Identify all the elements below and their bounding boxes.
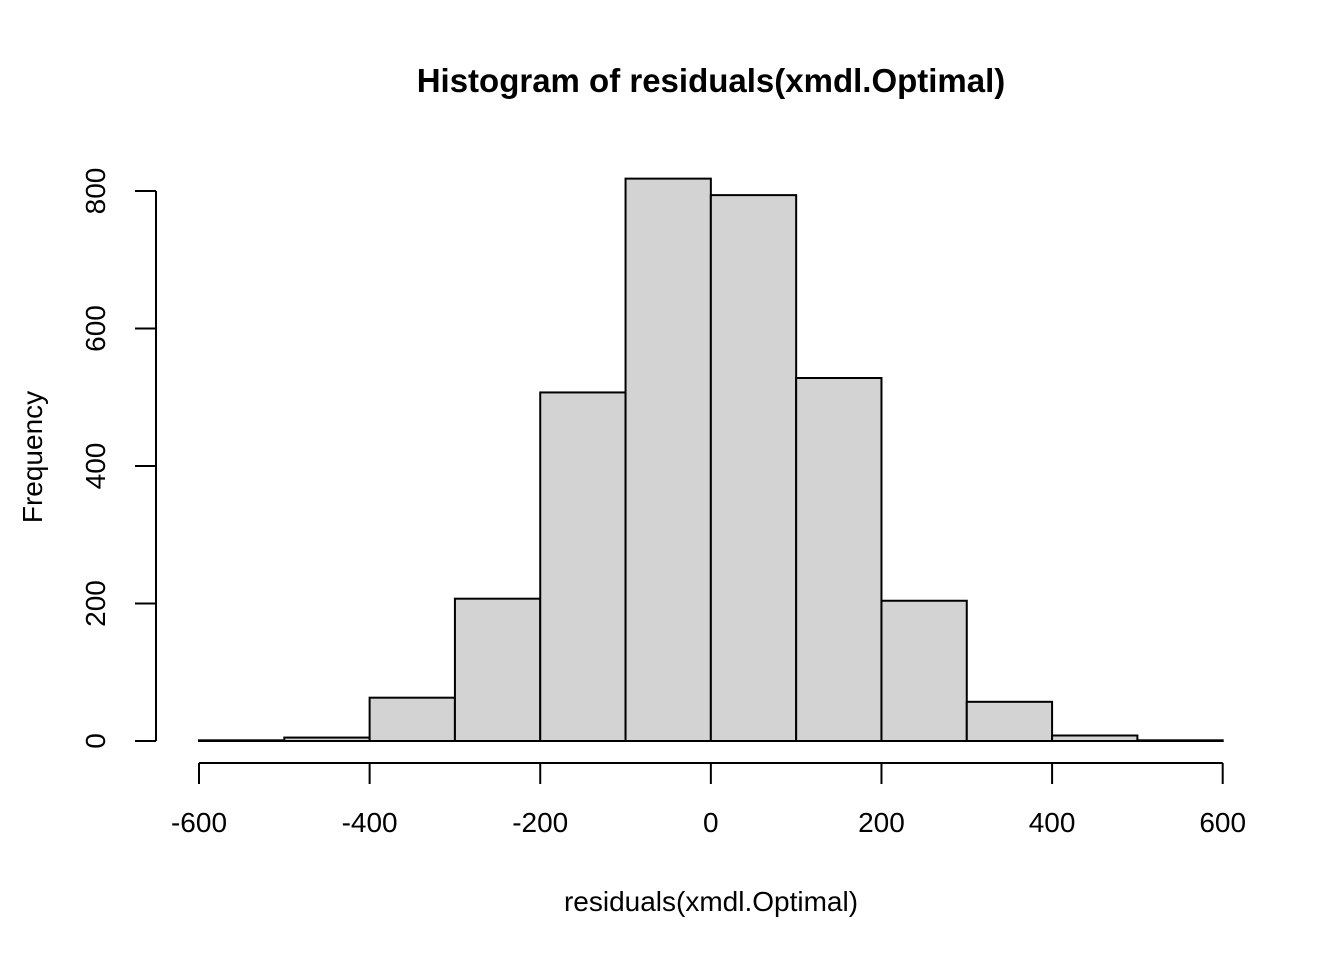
x-tick-label: 400 <box>1029 807 1076 838</box>
x-axis-title: residuals(xmdl.Optimal) <box>564 886 858 917</box>
histogram-bar <box>283 736 371 742</box>
y-axis-title: Frequency <box>17 391 48 523</box>
histogram-bar <box>709 194 798 742</box>
bars-group <box>198 177 1224 742</box>
histogram-bar <box>965 700 1054 742</box>
histogram-bar <box>1051 734 1139 742</box>
x-tick-label: 200 <box>858 807 905 838</box>
histogram-bar <box>453 597 542 742</box>
x-tick-label: 0 <box>703 807 719 838</box>
histogram-bar <box>795 377 883 742</box>
x-tick-label: -600 <box>171 807 227 838</box>
y-tick-label: 600 <box>80 305 111 352</box>
histogram-bar <box>1136 739 1224 742</box>
x-tick-label: 600 <box>1199 807 1246 838</box>
histogram-bar <box>624 177 712 742</box>
y-tick-label: 400 <box>80 443 111 490</box>
y-axis: 0 200 400 600 800 <box>80 168 157 749</box>
x-tick-label: -200 <box>512 807 568 838</box>
y-tick-label: 800 <box>80 168 111 215</box>
x-axis: -600 -400 -200 0 200 400 600 <box>171 762 1246 838</box>
histogram-bar <box>880 599 968 742</box>
x-tick-label: -400 <box>342 807 398 838</box>
histogram-bar <box>368 696 456 742</box>
y-tick-label: 0 <box>80 733 111 749</box>
histogram-bar <box>198 739 286 742</box>
histogram-bar <box>539 391 627 742</box>
chart-title: Histogram of residuals(xmdl.Optimal) <box>417 62 1006 99</box>
y-tick-label: 200 <box>80 580 111 627</box>
